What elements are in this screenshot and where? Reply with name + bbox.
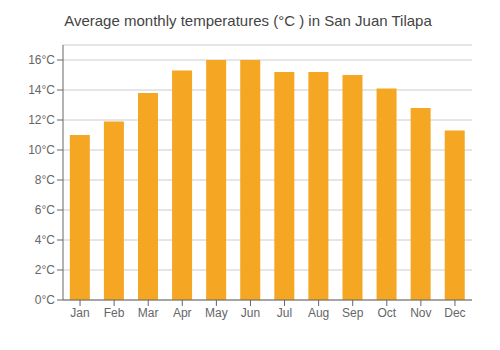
svg-text:Sep: Sep xyxy=(342,306,364,320)
svg-text:Oct: Oct xyxy=(377,306,396,320)
svg-text:8°C: 8°C xyxy=(35,173,55,187)
svg-text:Jun: Jun xyxy=(241,306,260,320)
svg-text:14°C: 14°C xyxy=(28,83,55,97)
svg-text:12°C: 12°C xyxy=(28,113,55,127)
svg-text:Jan: Jan xyxy=(70,306,89,320)
svg-text:Jul: Jul xyxy=(277,306,292,320)
html-text:Average monthly temperatures (: Average monthly temperatures (°C ) in Sa… xyxy=(64,12,432,29)
svg-text:May: May xyxy=(205,306,228,320)
svg-text:4°C: 4°C xyxy=(35,233,55,247)
svg-text:Nov: Nov xyxy=(410,306,431,320)
svg-text:Dec: Dec xyxy=(444,306,465,320)
svg-text:2°C: 2°C xyxy=(35,263,55,277)
svg-text:Apr: Apr xyxy=(173,306,192,320)
svg-text:Aug: Aug xyxy=(308,306,329,320)
svg-text:16°C: 16°C xyxy=(28,53,55,67)
svg-text:Mar: Mar xyxy=(138,306,159,320)
svg-text:6°C: 6°C xyxy=(35,203,55,217)
svg-text:10°C: 10°C xyxy=(28,143,55,157)
svg-text:Feb: Feb xyxy=(104,306,125,320)
svg-text:0°C: 0°C xyxy=(35,293,55,307)
